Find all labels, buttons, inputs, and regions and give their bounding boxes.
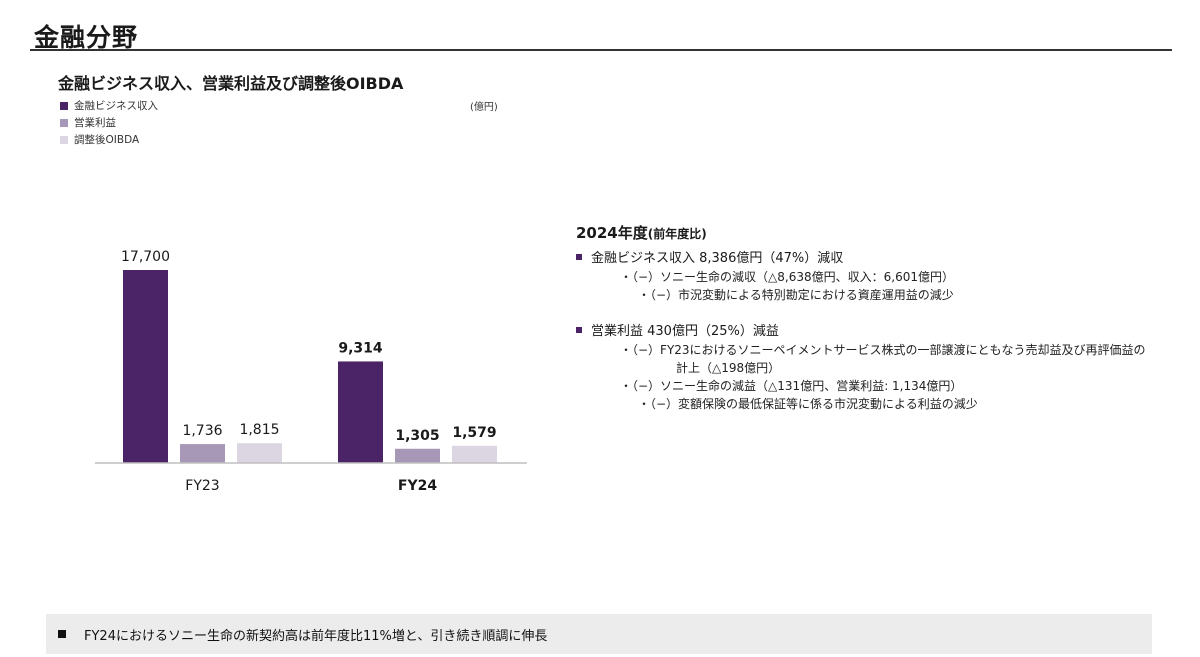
data-label-fy24-revenue: 9,314	[338, 340, 383, 356]
summary-sub-item: ・（−）ソニー生命の減益（△131億円、営業利益: 1,134億円）	[620, 379, 963, 393]
summary-panel: 2024年度(前年度比) 金融ビジネス収入 8,386億円（47%）減収・（−）…	[576, 222, 1166, 413]
summary-heading: 2024年度(前年度比)	[576, 222, 1166, 243]
footer-bullet-icon	[58, 630, 66, 638]
summary-sub-item: ・（−）ソニー生命の減収（△8,638億円、収入：6,601億円）	[620, 270, 954, 284]
summary-spacer	[576, 304, 1166, 322]
summary-bullet-text: 営業利益 430億円（25%）減益	[591, 324, 779, 339]
summary-bullet-text: 金融ビジネス収入 8,386億円（47%）減収	[591, 251, 844, 266]
bar-fy24-oibda	[452, 445, 497, 463]
bar-fy23-revenue	[123, 270, 168, 463]
legend-label-oibda: 調整後OIBDA	[74, 134, 140, 146]
summary-year: 2024年度	[576, 224, 648, 242]
summary-bullet: 金融ビジネス収入 8,386億円（47%）減収	[576, 249, 1166, 268]
legend-item-operating-income: 営業利益	[60, 114, 158, 131]
summary-sub-item: ・（−）市況変動による特別勘定における資産運用益の減少	[638, 288, 954, 302]
bar-fy24-revenue	[338, 361, 383, 463]
footer-note: FY24におけるソニー生命の新契約高は前年度比11%増と、引き続き順調に伸長	[46, 614, 1152, 654]
bar-fy23-operating-income	[180, 444, 225, 463]
summary-sub-item: ・（−）変額保険の最低保証等に係る市況変動による利益の減少	[638, 397, 978, 411]
category-label-fy24: FY24	[398, 478, 437, 494]
legend-item-revenue: 金融ビジネス収入	[60, 97, 158, 114]
summary-sub-item: 計上（△198億円）	[676, 361, 781, 375]
page-title: 金融分野	[34, 23, 139, 52]
footer-text: FY24におけるソニー生命の新契約高は前年度比11%増と、引き続き順調に伸長	[84, 628, 548, 644]
legend-swatch-revenue	[60, 101, 68, 110]
bar-chart: 17,700 1,736 1,815 FY23 9,314 1,305 1,579 FY24	[95, 249, 527, 494]
summary-items: 金融ビジネス収入 8,386億円（47%）減収・（−）ソニー生命の減収（△8,6…	[576, 249, 1166, 413]
legend-label-operating-income: 営業利益	[74, 117, 116, 129]
bar-fy23-oibda	[237, 443, 282, 463]
legend-swatch-operating-income	[60, 118, 68, 127]
chart-title: 金融ビジネス収入、営業利益及び調整後OIBDA	[58, 74, 404, 93]
data-label-fy24-oibda: 1,579	[452, 425, 496, 441]
summary-bullet: 営業利益 430億円（25%）減益	[576, 322, 1166, 341]
summary-sub-item: ・（−）FY23におけるソニーペイメントサービス株式の一部譲渡にともなう売却益及…	[620, 343, 1146, 357]
legend-label-revenue: 金融ビジネス収入	[74, 100, 158, 112]
unit-label: (億円)	[470, 102, 498, 113]
category-label-fy23: FY23	[185, 478, 219, 494]
legend-swatch-oibda	[60, 135, 68, 144]
title-divider	[30, 49, 1172, 51]
data-label-fy24-operating-income: 1,305	[395, 428, 439, 444]
square-bullet-icon	[576, 254, 582, 260]
legend-item-oibda: 調整後OIBDA	[60, 131, 158, 148]
square-bullet-icon	[576, 327, 582, 333]
data-label-fy23-operating-income: 1,736	[182, 423, 222, 439]
chart-legend: 金融ビジネス収入 営業利益 調整後OIBDA	[60, 97, 158, 148]
summary-heading-note: (前年度比)	[647, 227, 707, 241]
data-label-fy23-revenue: 17,700	[121, 249, 170, 265]
data-label-fy23-oibda: 1,815	[239, 422, 279, 438]
bar-fy24-operating-income	[395, 448, 440, 463]
